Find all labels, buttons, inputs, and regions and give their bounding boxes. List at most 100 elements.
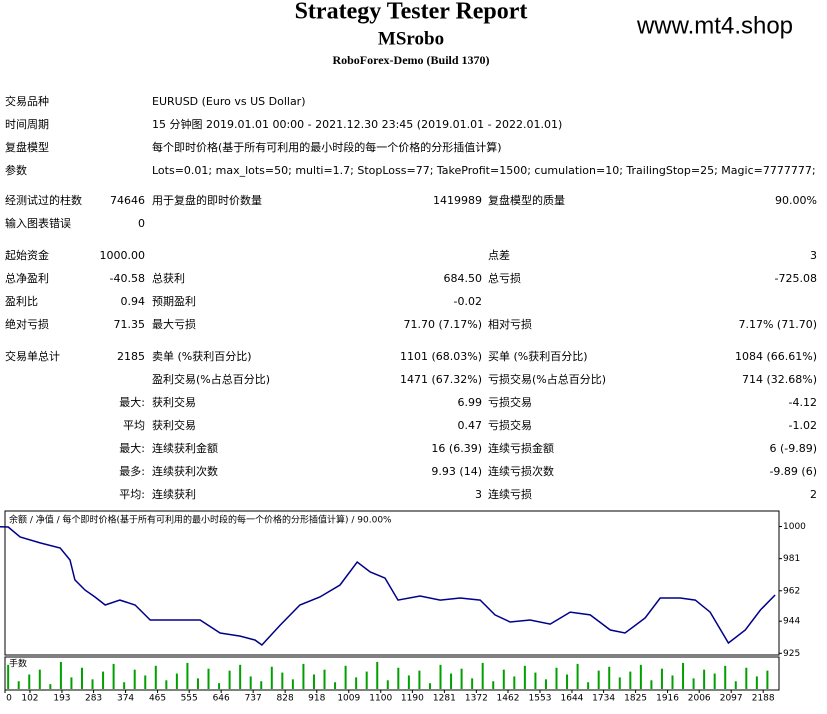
y-tick-label: 925 (783, 649, 800, 659)
stat-label: 连续亏损金额 (488, 441, 554, 455)
volume-bar (587, 682, 590, 689)
stat-value: 1101 (68.03%) (400, 350, 482, 363)
stat-value: 74646 (110, 194, 145, 207)
info-value: Lots=0.01; max_lots=50; multi=1.7; StopL… (152, 164, 816, 177)
server: RoboForex-Demo (Build 1370) (332, 53, 489, 67)
y-tick-label: 981 (783, 554, 800, 564)
stat-label: 总亏损 (488, 271, 521, 285)
volume-bar (355, 677, 358, 689)
x-tick-label: 828 (277, 694, 294, 704)
volume-bar (312, 674, 315, 689)
x-tick-label: 1462 (497, 694, 520, 704)
x-tick-label: 1553 (529, 694, 552, 704)
expert-name: MSrobo (378, 28, 444, 49)
stat-label: 连续亏损次数 (488, 464, 554, 478)
volume-bar (471, 678, 474, 689)
volume-bar (133, 669, 136, 689)
volume-bar (260, 681, 263, 689)
stat-label: 买单 (%获利百分比) (488, 350, 588, 363)
stat-value: 最多: (119, 464, 145, 478)
stat-value: -9.89 (6) (769, 465, 817, 478)
volume-bar (724, 665, 727, 689)
x-tick-label: 2188 (752, 694, 775, 704)
x-tick-label: 1281 (433, 694, 456, 704)
x-tick-label: 1100 (369, 694, 392, 704)
volume-bar (38, 669, 41, 689)
volume-bar (323, 669, 326, 689)
volume-bar (523, 665, 526, 689)
stat-label: 卖单 (%获利百分比) (152, 350, 252, 363)
stat-label: 连续获利金额 (152, 441, 218, 455)
stat-value: 3 (810, 249, 817, 262)
x-tick-label: 102 (21, 694, 38, 704)
stat-value: 0.47 (458, 419, 483, 432)
info-label: 交易品种 (5, 94, 49, 108)
volume-bar (660, 668, 663, 689)
volume-bar (450, 673, 453, 689)
volume-bar (144, 675, 147, 689)
stat-label: 总获利 (152, 271, 185, 285)
x-tick-label: 2006 (688, 694, 711, 704)
stat-value: 6.99 (458, 396, 483, 409)
volume-bar (165, 680, 168, 689)
volume-bar (428, 683, 431, 689)
stat-value: 2185 (117, 350, 145, 363)
info-label: 复盘模型 (5, 140, 49, 154)
volume-bar (186, 662, 189, 689)
volume-bar (766, 670, 769, 689)
stat-label: 亏损交易(%占总百分比) (488, 372, 606, 386)
volume-bar (49, 684, 52, 689)
stat-label: 预期盈利 (152, 295, 196, 308)
volume-bar (249, 676, 252, 689)
volume-bar (291, 679, 294, 689)
x-tick-label: 2097 (720, 694, 743, 704)
stat-value: 714 (32.68%) (742, 373, 817, 386)
stat-value: 平均 (123, 419, 145, 432)
stat-label: 盈利交易(%占总百分比) (152, 372, 270, 386)
volume-bar (460, 668, 463, 689)
stat-value: 1084 (66.61%) (735, 350, 817, 363)
volume-bar (597, 670, 600, 689)
volume-bar (513, 676, 516, 689)
stat-value: 3 (475, 488, 482, 501)
volume-bar (123, 682, 126, 689)
volume-bar (281, 672, 284, 689)
info-label: 时间周期 (5, 118, 49, 131)
volume-bar (154, 665, 157, 689)
volume-bar (755, 676, 758, 689)
stat-value: 最大: (119, 441, 145, 455)
volume-bar (682, 662, 685, 689)
stat-value: 1419989 (433, 194, 482, 207)
volume-bar (207, 668, 210, 689)
volume-bar (534, 672, 537, 689)
volume-bar (91, 679, 94, 689)
volume-label: 手数 (9, 658, 27, 670)
stat-label: 总净盈利 (5, 271, 49, 285)
stat-label: 连续获利 (152, 487, 196, 501)
volume-bar (608, 666, 611, 689)
x-tick-label: 1190 (401, 694, 424, 704)
volume-bar (650, 680, 653, 689)
volume-bar (365, 671, 368, 689)
stat-value: 6 (-9.89) (769, 442, 817, 455)
volume-bar (576, 663, 579, 689)
volume-bar (418, 670, 421, 689)
stat-value: -4.12 (789, 396, 817, 409)
watermark: www.mt4.shop (636, 12, 793, 39)
volume-bar (544, 679, 547, 689)
volume-bar (376, 661, 379, 689)
stat-label: 连续亏损 (488, 487, 532, 501)
stat-label: 获利交易 (152, 418, 196, 432)
x-tick-label: 283 (85, 694, 102, 704)
stat-label: 复盘模型的质量 (488, 193, 565, 207)
x-tick-label: 0 (6, 694, 12, 704)
stat-value: -40.58 (110, 272, 145, 285)
x-tick-label: 193 (53, 694, 70, 704)
volume-bar (70, 677, 73, 689)
volume-bar (386, 680, 389, 689)
stat-label: 经测试过的柱数 (5, 193, 82, 207)
stat-label: 输入图表错误 (5, 216, 71, 230)
stat-value: 16 (6.39) (431, 442, 482, 455)
